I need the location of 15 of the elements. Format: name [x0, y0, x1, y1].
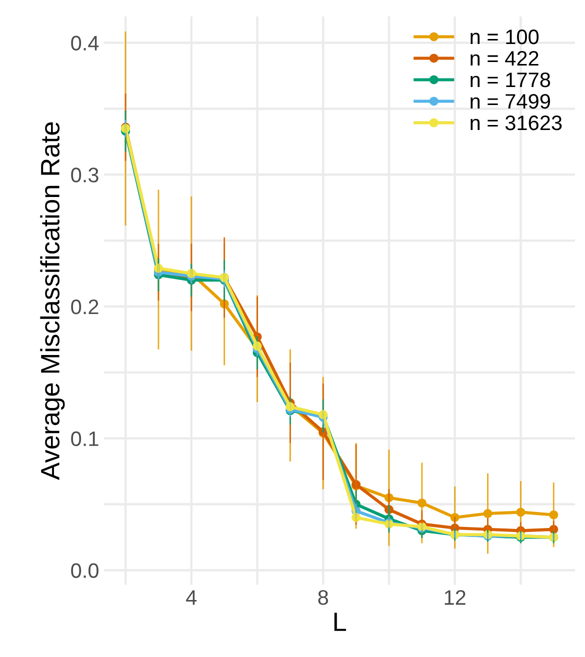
y-axis-title: Average Misclassification Rate	[40, 122, 65, 480]
legend-label: n = 1778	[470, 72, 550, 88]
y-tick-label: 0.0	[71, 563, 98, 578]
y-tick-label: 0.4	[71, 36, 99, 51]
x-axis-title: L	[334, 612, 346, 631]
legend-label: n = 100	[470, 29, 539, 44]
x-tick-label: 12	[444, 590, 466, 605]
x-tick-label: 4	[186, 590, 197, 605]
y-tick-label: 0.1	[71, 431, 98, 446]
y-tick-label: 0.2	[71, 300, 98, 314]
legend-label: n = 422	[470, 50, 538, 66]
x-tick-label: 8	[318, 590, 328, 605]
y-tick-label: 0.3	[71, 168, 98, 182]
legend-label: n = 31623	[470, 115, 562, 130]
legend-label: n = 7499	[470, 94, 550, 109]
